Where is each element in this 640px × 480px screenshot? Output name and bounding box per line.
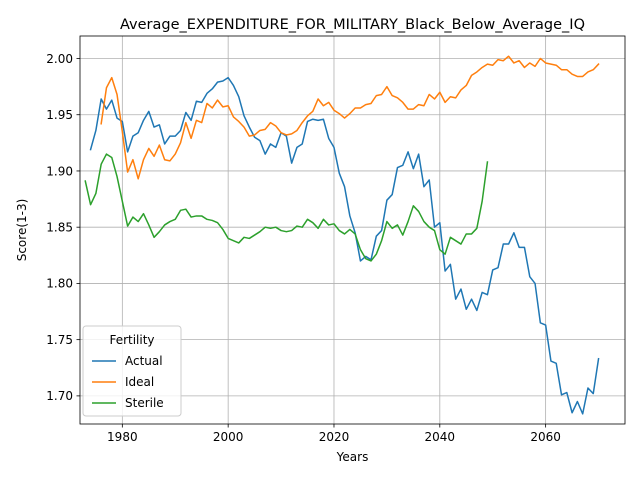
legend-label: Ideal <box>125 375 154 389</box>
y-tick-label: 1.80 <box>46 277 73 291</box>
x-tick-label: 2060 <box>530 430 561 444</box>
x-tick-label: 2000 <box>213 430 244 444</box>
y-tick-label: 2.00 <box>46 52 73 66</box>
x-tick-label: 2020 <box>319 430 350 444</box>
y-axis-label: Score(1-3) <box>15 199 29 262</box>
legend-label: Actual <box>125 354 163 368</box>
y-tick-label: 1.85 <box>46 220 73 234</box>
series-layer <box>84 55 600 415</box>
y-tick-label: 1.95 <box>46 108 73 122</box>
x-axis-label: Years <box>336 450 369 464</box>
plot-frame <box>79 35 626 425</box>
x-tick-label: 2040 <box>425 430 456 444</box>
y-tick-label: 1.75 <box>46 333 73 347</box>
legend-box <box>82 325 182 417</box>
chart-title: Average_EXPENDITURE_FOR_MILITARY_Black_B… <box>120 17 585 33</box>
series-line-sterile <box>84 153 489 262</box>
y-tick-label: 1.70 <box>46 389 73 403</box>
x-tick-label: 1980 <box>107 430 138 444</box>
x-axis-ticks: 1980 2000 2020 2040 2060 <box>107 424 561 444</box>
series-line-actual <box>89 76 600 415</box>
series-line-ideal <box>100 55 600 180</box>
legend-title: Fertility <box>109 333 154 347</box>
legend: Fertility Actual Ideal Sterile <box>82 325 182 417</box>
y-tick-label: 1.90 <box>46 164 73 178</box>
y-axis-ticks: 1.70 1.75 1.80 1.85 1.90 1.95 2.00 <box>46 52 80 403</box>
legend-label: Sterile <box>125 396 164 410</box>
